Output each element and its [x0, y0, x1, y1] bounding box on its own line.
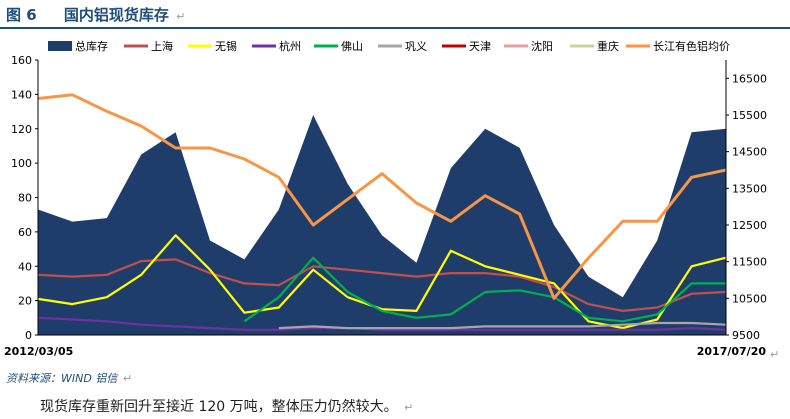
caption: 现货库存重新回升至接近 120 万吨，整体压力仍然较大。 ↵ [40, 396, 413, 416]
series-0-area [38, 115, 726, 335]
x-start-label: 2012/03/05 [4, 345, 73, 358]
legend-label-1: 上海 [151, 40, 173, 53]
legend-label-4: 佛山 [341, 40, 363, 53]
source-text: 资料来源：WIND 铝信 [6, 372, 118, 385]
figure-number: 图 6 [6, 6, 37, 24]
return-mark: ↵ [176, 10, 186, 23]
legend-label-6: 天津 [469, 40, 491, 53]
legend-label-7: 沈阳 [531, 40, 553, 53]
y-left-tick-label: 140 [11, 88, 32, 101]
series-3-line [37, 316, 727, 331]
legend-label-2: 无锡 [215, 40, 237, 53]
y-right-tick-label: 9500 [732, 329, 760, 342]
inventory-chart: 0 20 40 60 80 100 120 140 160 9500 10500 11500 12500… [4, 40, 767, 358]
legend-label-8: 重庆 [597, 40, 619, 53]
return-mark: ↵ [404, 401, 414, 414]
y-left-tick-label: 40 [18, 260, 32, 273]
y-right-tick-label: 10500 [732, 292, 767, 305]
return-mark: ↵ [122, 372, 133, 385]
legend-label-3: 杭州 [279, 40, 301, 53]
y-left-tick-label: 20 [18, 295, 32, 308]
y-left-tick-label: 80 [18, 192, 32, 205]
y-right-tick-label: 14500 [732, 146, 767, 159]
y-left-tick-label: 120 [11, 123, 32, 136]
title-rule [0, 27, 790, 29]
legend-swatch-0 [48, 41, 72, 51]
caption-text: 现货库存重新回升至接近 120 万吨，整体压力仍然较大。 [40, 399, 398, 415]
y-left-tick-label: 0 [25, 329, 32, 342]
y-right-tick-label: 16500 [732, 72, 767, 85]
legend-label-9: 长江有色铝均价 [653, 40, 730, 53]
y-right-tick-label: 12500 [732, 219, 767, 232]
y-right-tick-label: 11500 [732, 256, 767, 269]
return-mark: ↵ [770, 348, 780, 361]
source-note: 资料来源：WIND 铝信 ↵ [6, 370, 132, 386]
figure-title-bar: 图 6 国内铝现货库存 ↵ [6, 4, 185, 25]
series-4-line [243, 256, 726, 323]
y-right-tick-label: 15500 [732, 109, 767, 122]
legend-label-0: 总库存 [75, 40, 108, 53]
y-left-tick-label: 60 [18, 226, 32, 239]
series-5-line [278, 321, 727, 330]
y-right-tick-label: 13500 [732, 182, 767, 195]
series-9-line [37, 93, 727, 300]
x-end-label: 2017/07/20 [697, 345, 767, 358]
legend-label-5: 巩义 [405, 40, 427, 53]
y-left-tick-label: 100 [11, 157, 32, 170]
figure-title: 国内铝现货库存 [63, 6, 169, 24]
y-left-tick-label: 160 [11, 54, 32, 67]
